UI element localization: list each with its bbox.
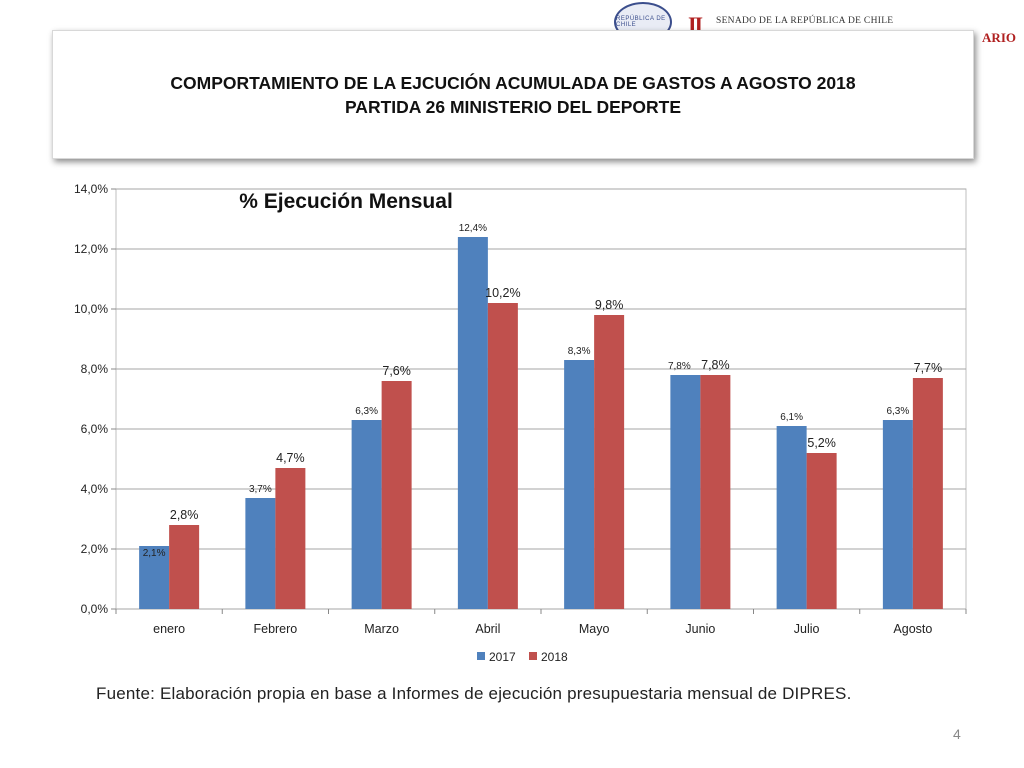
- data-label-2017: 3,7%: [249, 484, 272, 495]
- page-number: 4: [953, 726, 961, 742]
- bar-2018-Febrero: [275, 468, 306, 609]
- bar-2017-Febrero: [245, 498, 276, 609]
- data-label-2018: 2,8%: [170, 508, 199, 522]
- bar-2018-Abril: [487, 303, 518, 609]
- y-tick-label: 2,0%: [81, 542, 109, 556]
- y-tick-label: 12,0%: [74, 242, 108, 256]
- legend-label-2017: 2017: [489, 650, 516, 664]
- header-fragment: ARIO: [982, 30, 1016, 45]
- x-tick-label: enero: [153, 622, 185, 636]
- bar-2017-Abril: [457, 237, 488, 609]
- bar-2018-Mayo: [594, 315, 625, 609]
- y-tick-label: 6,0%: [81, 422, 109, 436]
- bar-2017-Marzo: [351, 420, 382, 609]
- bar-2017-Agosto: [882, 420, 913, 609]
- x-tick-label: Junio: [685, 622, 715, 636]
- data-label-2017: 6,3%: [886, 406, 909, 417]
- plot-area: [115, 188, 967, 610]
- chart-container: 0,0% 2,0% 4,0% 6,0% 8,0% 10,0% 12,0% 14,0% % Eje…: [56, 170, 976, 680]
- data-label-2017: 6,3%: [355, 406, 378, 417]
- data-label-2018: 7,7%: [914, 361, 943, 375]
- data-label-2017: 2,1%: [143, 548, 166, 559]
- data-label-2018: 10,2%: [485, 286, 520, 300]
- data-label-2018: 7,8%: [701, 358, 730, 372]
- chart-title: % Ejecución Mensual: [239, 190, 453, 213]
- bar-2017-enero: [139, 546, 170, 609]
- x-tick-label: Febrero: [253, 622, 297, 636]
- y-tick-label: 10,0%: [74, 302, 108, 316]
- x-tick-label: Marzo: [364, 622, 399, 636]
- title-box: COMPORTAMIENTO DE LA EJCUCIÓN ACUMULADA …: [52, 30, 974, 159]
- y-tick-label: 8,0%: [81, 362, 109, 376]
- legend-label-2018: 2018: [541, 650, 568, 664]
- data-label-2018: 4,7%: [276, 451, 305, 465]
- data-label-2018: 7,6%: [382, 364, 411, 378]
- bar-2018-Marzo: [381, 381, 412, 609]
- y-tick-label: 4,0%: [81, 482, 109, 496]
- legend-swatch-2018: [529, 652, 537, 660]
- data-label-2018: 5,2%: [807, 436, 836, 450]
- y-tick-label: 14,0%: [74, 182, 108, 196]
- bar-chart: 0,0% 2,0% 4,0% 6,0% 8,0% 10,0% 12,0% 14,0% % Eje…: [74, 182, 967, 664]
- data-label-2017: 8,3%: [568, 346, 591, 357]
- x-tick-label: Mayo: [579, 622, 610, 636]
- legend-swatch-2017: [477, 652, 485, 660]
- bar-2018-Junio: [700, 375, 731, 609]
- bar-2018-Julio: [806, 453, 837, 609]
- seal-text: REPÚBLICA DE CHILE: [616, 16, 666, 28]
- bar-2017-Junio: [670, 375, 701, 609]
- x-tick-label: Abril: [475, 622, 500, 636]
- bar-2017-Julio: [776, 426, 807, 609]
- bar-2017-Mayo: [564, 360, 595, 609]
- x-tick-label: Julio: [794, 622, 820, 636]
- slide-title-line-2: PARTIDA 26 MINISTERIO DEL DEPORTE: [344, 96, 682, 117]
- bar-2018-enero: [169, 525, 200, 609]
- data-label-2017: 7,8%: [668, 361, 691, 372]
- bar-2018-Agosto: [912, 378, 943, 609]
- data-label-2017: 12,4%: [459, 223, 487, 234]
- y-tick-label: 0,0%: [81, 602, 109, 616]
- x-tick-label: Agosto: [893, 622, 932, 636]
- data-label-2017: 6,1%: [780, 412, 803, 423]
- source-note: Fuente: Elaboración propia en base a Inf…: [96, 684, 852, 703]
- senate-name: SENADO DE LA REPÚBLICA DE CHILE: [716, 16, 894, 26]
- slide-title-line-1: COMPORTAMIENTO DE LA EJCUCIÓN ACUMULADA …: [170, 72, 856, 93]
- data-label-2018: 9,8%: [595, 298, 624, 312]
